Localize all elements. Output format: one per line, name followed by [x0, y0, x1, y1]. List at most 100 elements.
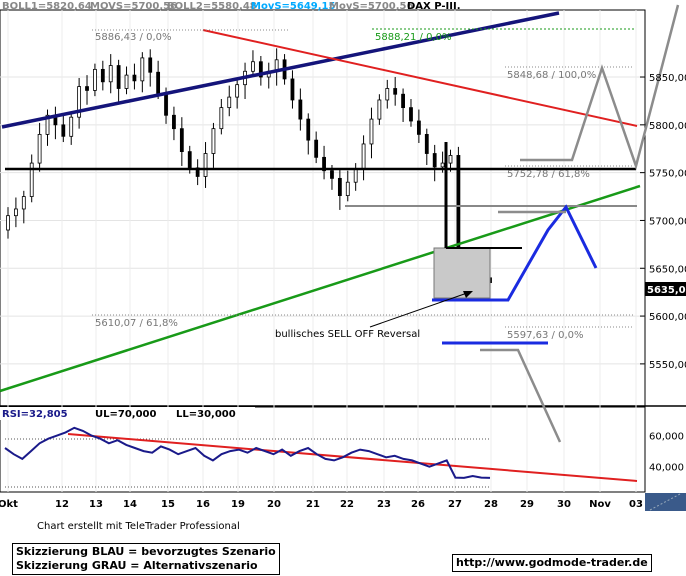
- candle-body: [14, 208, 18, 217]
- scenario-legend: Skizzierung BLAU = bevorzugtes Szenario …: [12, 543, 280, 575]
- fib-label-5886: 5886,43 / 0,0%: [95, 32, 171, 43]
- candle-body: [77, 86, 82, 118]
- rsi-ll-label: LL=30,000: [176, 409, 236, 420]
- x-tick-label: Nov: [589, 499, 611, 510]
- candle-body: [306, 118, 311, 141]
- y-axis-labels: 5850,00 5800,00 5750,00 5700,00 5650,00 5600,…: [640, 73, 686, 371]
- candle-body: [345, 181, 350, 196]
- candle-body: [69, 116, 74, 137]
- candle-body: [235, 84, 240, 98]
- rsi-label: RSI=32,805: [2, 409, 68, 420]
- candle-body: [322, 156, 326, 172]
- scroll-corner-hatch: [649, 493, 681, 511]
- last-price-box: [645, 282, 686, 296]
- y-tick-label: 5700,00: [649, 216, 686, 227]
- candle-body: [203, 153, 208, 177]
- candle-body: [314, 139, 319, 158]
- legend-blue: Skizzierung BLAU = bevorzugtes Szenario: [16, 545, 276, 558]
- candle-body: [108, 65, 113, 83]
- candle-body: [251, 61, 255, 72]
- x-tick-label: 27: [448, 499, 462, 510]
- y-tick-label: 5600,00: [649, 312, 686, 323]
- x-axis-labels: Okt 12 13 14 15 16 19 20 21 22 23 26 27 28 29 30 Nov 03: [0, 499, 643, 510]
- rsi-trendline: [67, 433, 638, 482]
- candle-body: [448, 155, 453, 164]
- y-tick-label: 5550,00: [649, 360, 686, 371]
- header-boll1: BOLL1=5820,64: [2, 1, 92, 12]
- candle-body: [21, 196, 26, 210]
- y-tick-label: 5800,00: [649, 121, 686, 132]
- header-boll2: BOLL2=5580,48: [167, 1, 257, 12]
- fib-label-5848: 5848,68 / 100,0%: [507, 70, 596, 81]
- candle-body: [116, 65, 121, 89]
- x-tick-label: 28: [484, 499, 498, 510]
- candle-body: [385, 88, 390, 101]
- upper-channel-line: [1, 11, 560, 129]
- x-tick-label: 12: [55, 499, 69, 510]
- candle-body: [337, 177, 342, 196]
- website-label[interactable]: http://www.godmode-trader.de: [452, 554, 652, 572]
- candle-body: [377, 99, 382, 120]
- x-tick-label: 29: [520, 499, 534, 510]
- support-trendline: [0, 184, 641, 393]
- fib-label-5610: 5610,07 / 61,8%: [95, 318, 178, 329]
- candle-body: [85, 86, 89, 91]
- candle-body: [330, 170, 334, 179]
- candle-body: [164, 92, 168, 116]
- rsi-ul-label: UL=70,000: [95, 409, 157, 420]
- candle-body: [6, 215, 10, 231]
- x-tick-label: 21: [306, 499, 320, 510]
- candle-body: [361, 143, 366, 170]
- candle-body: [148, 57, 153, 73]
- candle-body: [353, 168, 358, 183]
- candle-body: [132, 74, 137, 82]
- x-tick-label: 26: [411, 499, 425, 510]
- fib-label-5752: 5752,78 / 61,8%: [507, 169, 590, 180]
- fib-label-5597: 5597,63 / 0,0%: [507, 330, 583, 341]
- x-tick-label: 15: [161, 499, 175, 510]
- x-tick-label: 13: [89, 499, 103, 510]
- credit-text: Chart erstellt mit TeleTrader Profession…: [37, 521, 240, 532]
- header-movs2: MovS=5649,15: [251, 1, 336, 12]
- candle-body: [100, 68, 105, 83]
- candle-body: [172, 114, 176, 130]
- y-tick-label: 5750,00: [649, 169, 686, 180]
- grey-scenario-path-2: [520, 4, 680, 171]
- price-panel-frame: [0, 9, 646, 408]
- blue-scenario-path: [432, 204, 598, 302]
- y-tick-label: 5850,00: [649, 73, 686, 84]
- resistance-trendline: [202, 29, 638, 127]
- candle-body: [211, 128, 216, 154]
- candle-body: [416, 120, 421, 135]
- last-price-label: 5635,02: [647, 285, 686, 296]
- candle-body: [140, 57, 145, 82]
- candle-body: [432, 153, 437, 168]
- candle-body: [424, 133, 429, 154]
- candle-body: [124, 74, 129, 89]
- candle-body: [440, 162, 445, 168]
- reversal-highlight-box: [433, 247, 491, 299]
- header-title: DAX P-III.: [407, 1, 461, 12]
- candle-body: [369, 118, 374, 145]
- candle-body: [37, 133, 42, 164]
- annotation-text: bullisches SELL OFF Reversal: [275, 329, 420, 340]
- candle-body: [45, 114, 50, 135]
- candle-body: [29, 162, 34, 197]
- candle-body: [61, 124, 66, 137]
- legend-grey: Skizzierung GRAU = Alternativszenario: [16, 559, 258, 572]
- fib-label-5888: 5888,21 / 0,0%: [375, 32, 451, 43]
- annotation-arrowhead: [463, 291, 473, 298]
- candle-body: [227, 96, 232, 109]
- rsi-tick-label: 40,000: [649, 463, 684, 474]
- x-tick-label: 30: [557, 499, 571, 510]
- rsi-axis-labels: 60,000 40,000: [649, 432, 684, 474]
- candle-body: [258, 61, 263, 78]
- header-movs1: MOVS=5700,56: [90, 1, 177, 12]
- candle-body: [156, 71, 161, 94]
- candle-body: [393, 88, 398, 95]
- x-tick-label: Okt: [0, 499, 18, 510]
- x-tick-label: 23: [377, 499, 391, 510]
- y-tick-label: 5650,00: [649, 264, 686, 275]
- candle-body: [187, 151, 192, 169]
